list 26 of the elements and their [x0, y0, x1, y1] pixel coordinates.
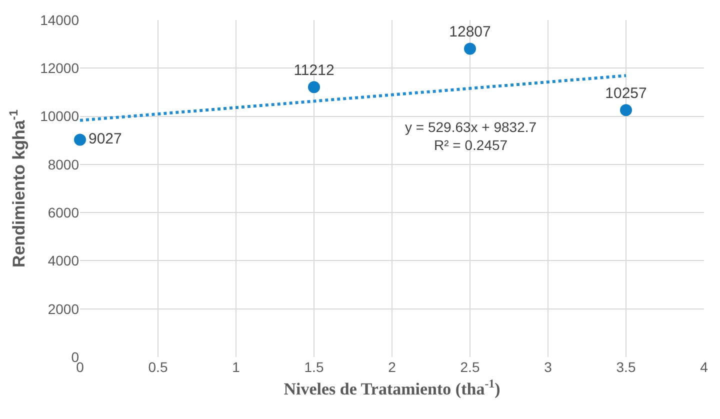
y-tick-label: 14000 — [40, 12, 80, 28]
y-tick-label: 10000 — [40, 108, 80, 124]
x-tick-label: 4 — [700, 359, 708, 375]
x-tick-label: 1.5 — [304, 359, 324, 375]
x-tick-label: 3 — [544, 359, 552, 375]
y-tick-label: 12000 — [40, 60, 80, 76]
x-tick-label: 2.5 — [460, 359, 480, 375]
y-tick-label: 4000 — [48, 252, 80, 269]
x-tick-label: 2 — [388, 359, 396, 375]
point — [74, 134, 86, 146]
data-label: 11212 — [294, 62, 334, 79]
annotation: y = 529.63x + 9832.7 — [405, 119, 537, 135]
point — [620, 104, 632, 116]
data-label: 9027 — [88, 130, 122, 148]
point — [308, 81, 320, 94]
y-tick-label: 2000 — [48, 300, 80, 317]
y-tick-label: 8000 — [48, 156, 80, 172]
point — [464, 42, 476, 55]
y-tick-label: 6000 — [48, 204, 80, 220]
annotation: R² = 0.2457 — [434, 137, 508, 154]
data-label: 10257 — [605, 84, 647, 102]
data-label: 12807 — [449, 23, 491, 40]
x-tick-label: 3.5 — [616, 359, 636, 375]
x-axis-title: Niveles de Tratamiento (tha$^{-1}$) — [284, 376, 500, 398]
x-tick-label: 0.5 — [148, 359, 168, 375]
x-tick-label: 1 — [232, 359, 240, 375]
